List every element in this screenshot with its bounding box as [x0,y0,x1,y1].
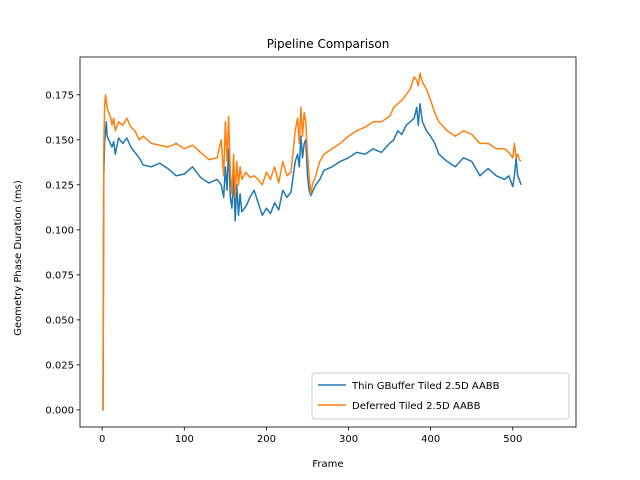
x-tick-label: 400 [421,434,440,445]
y-tick-label: 0.125 [45,180,74,191]
y-tick-label: 0.175 [45,90,74,101]
y-tick-label: 0.150 [45,135,74,146]
x-axis: 0 100 200 300 400 500 [99,427,522,445]
series-line-1 [102,103,522,411]
x-tick-label: 300 [339,434,358,445]
y-axis: 0.000 0.025 0.050 0.075 0.100 0.125 0.150 0.175 [45,90,80,416]
x-axis-label: Frame [312,459,343,470]
series-line-2 [102,72,522,411]
plot-frame [79,56,577,428]
x-tick-label: 200 [257,434,276,445]
x-tick-label: 500 [503,434,522,445]
y-axis-label: Geometry Phase Duration (ms) [13,180,24,336]
legend: Thin GBuffer Tiled 2.5D AABB Deferred Til… [311,372,570,420]
y-tick-label: 0.050 [45,315,74,326]
x-tick-label: 0 [99,434,105,445]
y-tick-label: 0.025 [45,360,74,371]
legend-label: Deferred Tiled 2.5D AABB [352,401,481,412]
legend-label: Thin GBuffer Tiled 2.5D AABB [351,381,500,392]
y-tick-label: 0.075 [45,270,74,281]
chart-title: Pipeline Comparison [267,37,390,51]
plot-area [79,56,577,428]
legend-box [311,372,570,420]
x-tick-label: 100 [175,434,194,445]
y-tick-label: 0.000 [45,405,74,416]
y-tick-label: 0.100 [45,225,74,236]
